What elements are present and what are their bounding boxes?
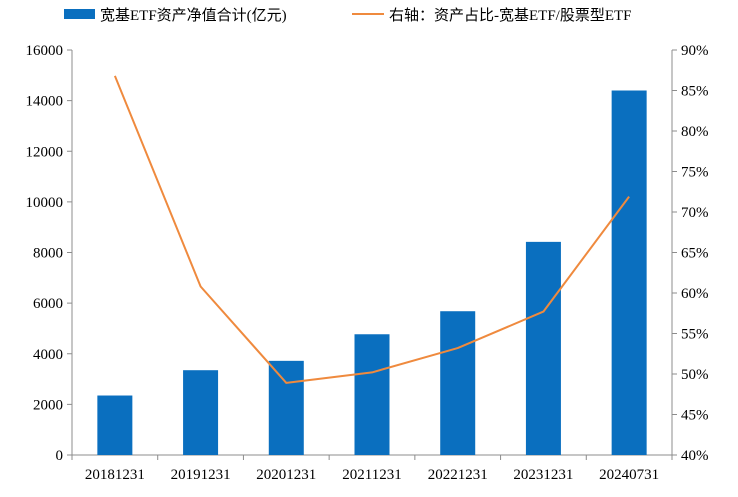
right-axis-tick-label: 75%	[681, 165, 709, 181]
right-axis-tick-label: 55%	[681, 327, 709, 343]
right-axis-tick-label: 45%	[681, 408, 709, 424]
x-axis-tick-label: 20231231	[513, 467, 573, 483]
left-axis-tick-label: 8000	[33, 246, 63, 262]
right-axis-tick-label: 80%	[681, 124, 709, 140]
legend-swatch-bar	[64, 9, 95, 19]
x-axis-tick-label: 20240731	[599, 467, 659, 483]
left-axis-tick-label: 4000	[33, 347, 63, 363]
x-axis-labels: 20181231 20191231 20201231 20211231 20221231…	[85, 467, 659, 483]
x-axis-tick-label: 20181231	[85, 467, 145, 483]
left-axis-tick-label: 16000	[26, 43, 64, 59]
right-axis-tick-label: 90%	[681, 43, 709, 59]
bar	[97, 396, 132, 455]
left-axis-tick-label: 14000	[26, 94, 64, 110]
left-axis-tick-label: 10000	[26, 195, 64, 211]
left-axis-tick-label: 2000	[33, 397, 63, 413]
right-axis-tick-label: 65%	[681, 246, 709, 262]
bar	[355, 334, 390, 455]
right-axis-labels: 40% 45% 50% 55% 60% 65% 70% 75% 80% 85% 90%	[681, 43, 709, 464]
bar	[526, 242, 561, 455]
legend-label-bar: 宽基ETF资产净值合计(亿元)	[100, 7, 287, 24]
left-axis-labels: 0 2000 4000 6000 8000 10000 12000 14000 16000	[26, 43, 64, 464]
x-axis-tick-label: 20221231	[428, 467, 488, 483]
bar	[440, 311, 475, 455]
right-axis-tick-label: 70%	[681, 205, 709, 221]
x-axis-tick-label: 20201231	[256, 467, 316, 483]
left-axis-tick-label: 12000	[26, 144, 64, 160]
x-axis-tick-label: 20211231	[342, 467, 401, 483]
bar-series	[97, 91, 646, 456]
bar	[269, 361, 304, 455]
left-axis-tick-label: 0	[56, 448, 64, 464]
right-axis-tick-label: 60%	[681, 286, 709, 302]
bar	[183, 370, 218, 455]
legend-label-line: 右轴：资产占比-宽基ETF/股票型ETF	[389, 7, 632, 24]
right-axis-tick-label: 85%	[681, 84, 709, 100]
right-axis-tick-label: 40%	[681, 448, 709, 464]
bar	[612, 91, 647, 456]
left-axis-tick-label: 6000	[33, 296, 63, 312]
right-axis-tick-label: 50%	[681, 367, 709, 383]
x-axis-tick-label: 20191231	[171, 467, 231, 483]
legend: 宽基ETF资产净值合计(亿元) 右轴：资产占比-宽基ETF/股票型ETF	[64, 7, 632, 24]
